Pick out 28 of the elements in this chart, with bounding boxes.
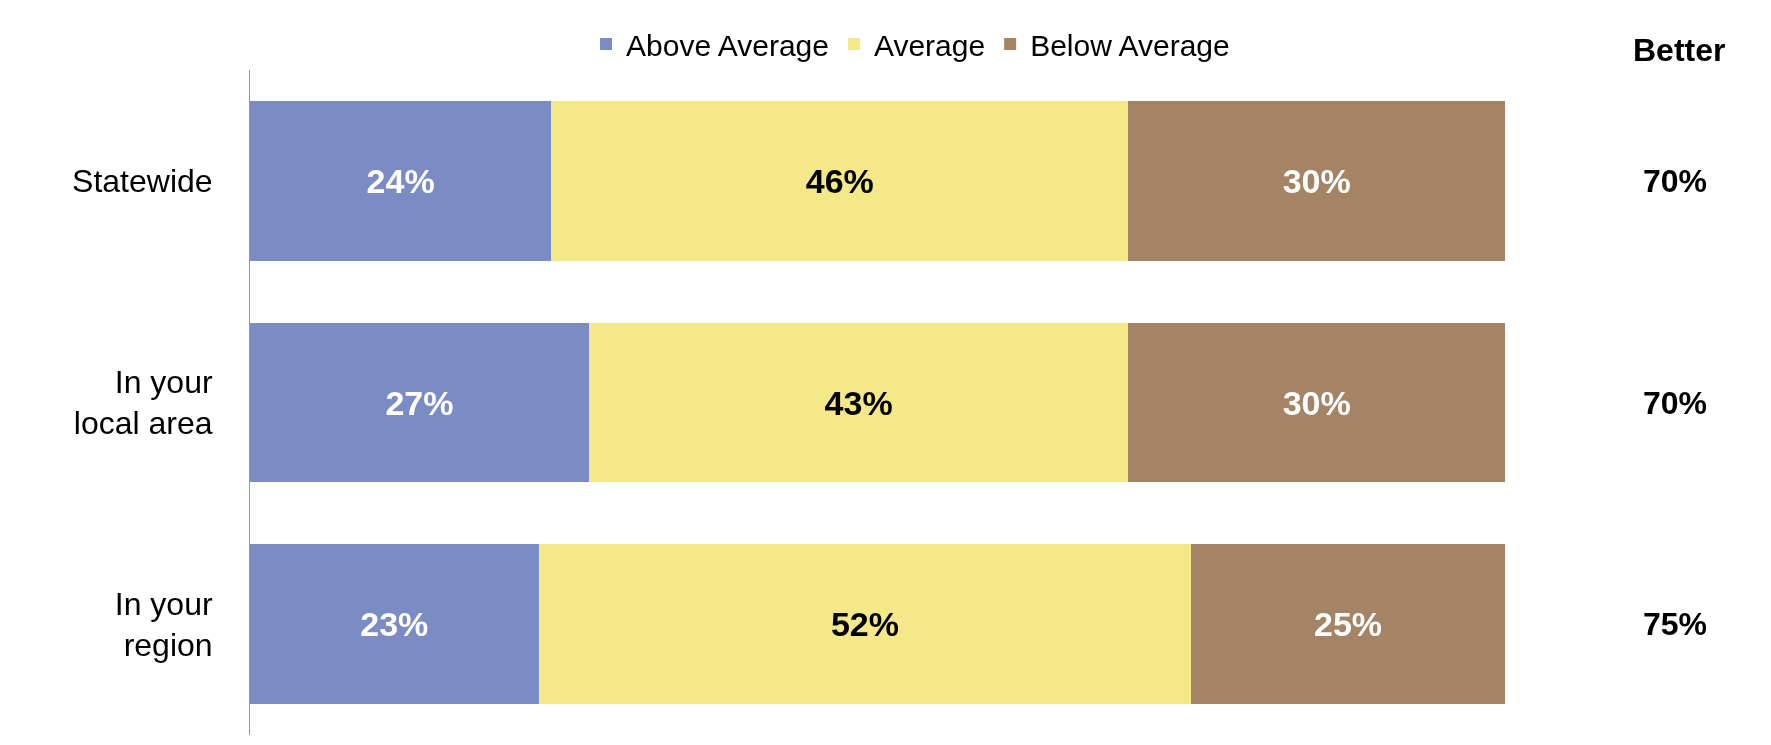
legend-label: Above Average [626,28,829,62]
data-label: 30% [1282,383,1351,422]
data-label: 25% [1314,605,1383,644]
data-label: 46% [805,161,874,200]
y-tick-label: In your region [114,585,213,664]
text: 70% [1643,385,1708,421]
data-label: 52% [830,605,899,644]
data-label: 24% [366,161,435,200]
text: 70% [1643,163,1708,199]
bar [1128,322,1505,483]
data-label: 27% [385,383,454,422]
y-tick-label: In your local area [73,363,213,442]
data-label: 30% [1282,161,1351,200]
bar [1128,101,1505,261]
bar [588,322,1129,483]
data-label: 23% [360,605,429,644]
bar [551,101,1129,261]
bar [250,544,539,704]
legend-label: Below Average [1030,28,1230,62]
bar [250,101,552,261]
y-tick-label: Statewide [72,163,213,200]
bar [538,544,1192,704]
text: Better [1633,32,1726,68]
data-label: 43% [824,383,893,422]
bar [250,322,589,483]
legend-label: Average [873,28,986,62]
text: 75% [1643,606,1708,642]
bar [1191,544,1505,704]
